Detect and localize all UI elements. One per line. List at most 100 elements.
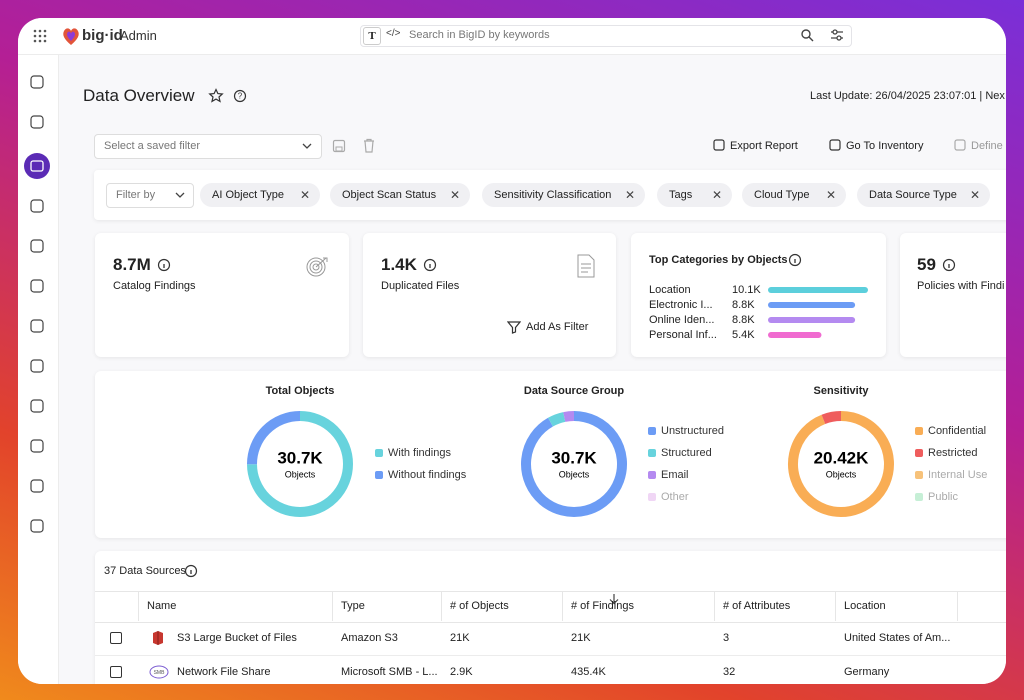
legend-swatch	[915, 471, 923, 479]
card	[95, 233, 349, 357]
toolbar-action[interactable]: Define	[971, 140, 1003, 152]
legend-label[interactable]: Public	[928, 491, 958, 503]
table-cell: Microsoft SMB - L...	[341, 666, 438, 678]
target-icon	[306, 257, 328, 277]
chip-remove[interactable]: ✕	[624, 188, 635, 202]
card	[363, 233, 616, 357]
column-header[interactable]: # of Attributes	[723, 600, 791, 612]
action-icon	[713, 139, 725, 151]
donut-chart: 20.42K Objects	[788, 411, 894, 517]
chip-remove[interactable]: ✕	[969, 188, 980, 202]
chip-remove[interactable]: ✕	[449, 188, 460, 202]
filter-chip[interactable]: Data Source Type ✕	[857, 183, 990, 207]
legend-swatch	[915, 449, 923, 457]
chip-label: Object Scan Status	[342, 189, 437, 201]
table-cell: 2.9K	[450, 666, 473, 678]
bar-chart	[768, 287, 868, 338]
donut-segment	[246, 411, 301, 465]
search-icon[interactable]	[800, 28, 814, 42]
column-header[interactable]: Name	[147, 600, 177, 612]
apps-icon[interactable]	[32, 28, 48, 44]
filter-chip[interactable]: Sensitivity Classification ✕	[482, 183, 645, 207]
row-checkbox[interactable]	[110, 632, 122, 644]
bar	[768, 302, 856, 308]
kpi-value: 1.4K	[381, 255, 417, 274]
chip-remove[interactable]: ✕	[825, 188, 836, 202]
chevron	[175, 192, 185, 198]
filter-icon[interactable]	[507, 320, 521, 334]
filter-chip[interactable]: AI Object Type ✕	[200, 183, 320, 207]
kpi-label: Duplicated Files	[381, 280, 460, 292]
nav-icon	[30, 239, 44, 253]
column-divider	[835, 591, 836, 621]
toolbar-action[interactable]: Go To Inventory	[846, 140, 924, 152]
text-search-icon[interactable]: T	[363, 27, 381, 45]
legend-swatch	[648, 427, 656, 435]
page-title: Data Overview	[83, 86, 195, 105]
legend-label[interactable]: Confidential	[928, 425, 987, 437]
filter-chip[interactable]: Tags ✕	[657, 183, 732, 207]
column-header[interactable]: Type	[341, 600, 365, 612]
info-icon	[184, 564, 198, 578]
chart-title: Sensitivity	[813, 385, 869, 397]
card-action[interactable]: Add As Filter	[526, 321, 589, 333]
info-circle	[942, 258, 956, 272]
donut-segment	[821, 411, 842, 425]
save-icon[interactable]	[332, 139, 346, 153]
chip-label: Tags	[669, 189, 693, 201]
action-glyph	[713, 139, 725, 151]
saved-filter-select[interactable]	[94, 134, 322, 159]
action-glyph	[829, 139, 841, 151]
search-placeholder: Search in BigID by keywords	[409, 29, 550, 41]
legend-swatch	[915, 493, 923, 501]
delete-icon[interactable]	[362, 138, 376, 153]
favorite-icon[interactable]	[208, 88, 224, 104]
legend-label[interactable]: Structured	[661, 447, 712, 459]
chip-label: Data Source Type	[869, 189, 957, 201]
legend-label[interactable]: Without findings	[388, 469, 467, 481]
legend-label[interactable]: Internal Use	[928, 469, 988, 481]
nav-icon	[30, 359, 44, 373]
chip-remove[interactable]: ✕	[711, 188, 722, 202]
kpi-label: Catalog Findings	[113, 280, 196, 292]
search-box[interactable]	[360, 25, 852, 47]
file-icon	[577, 254, 595, 278]
legend-swatch	[648, 471, 656, 479]
legend-label[interactable]: Restricted	[928, 447, 978, 459]
table-cell[interactable]: S3 Large Bucket of Files	[177, 632, 297, 644]
column-header[interactable]: # of Findings	[571, 600, 634, 612]
filter-chip[interactable]: Cloud Type ✕	[742, 183, 846, 207]
legend-label[interactable]: Unstructured	[661, 425, 724, 437]
bar	[768, 332, 822, 338]
legend-label[interactable]: With findings	[388, 447, 451, 459]
toolbar-action[interactable]: Export Report	[730, 140, 798, 152]
table-cell: 21K	[450, 632, 470, 644]
center-label: Objects	[559, 469, 590, 479]
nav-active	[24, 153, 50, 179]
bar	[768, 317, 856, 323]
table-panel	[95, 551, 1006, 684]
filter-chip[interactable]: Object Scan Status ✕	[330, 183, 470, 207]
chip-remove[interactable]: ✕	[299, 188, 310, 202]
legend-label[interactable]: Email	[661, 469, 689, 481]
card	[900, 233, 1006, 357]
chip-label: Sensitivity Classification	[494, 189, 612, 201]
info-circle	[184, 564, 198, 578]
code-search-icon[interactable]: </>	[386, 28, 401, 39]
column-header[interactable]: # of Objects	[450, 600, 509, 612]
table-cell[interactable]: Network File Share	[177, 666, 271, 678]
last-update: Last Update: 26/04/2025 23:07:01 | Nex	[810, 90, 1005, 102]
value-label: 8.8K	[732, 314, 755, 326]
action-icon	[829, 139, 841, 151]
table-cell: Germany	[844, 666, 890, 678]
column-divider	[441, 591, 442, 621]
legend-label[interactable]: Other	[661, 491, 689, 503]
legend-swatch	[915, 427, 923, 435]
app-window: big·id Admin T </> Search in BigID by ke…	[18, 18, 1006, 684]
row-checkbox[interactable]	[110, 666, 122, 678]
filter-settings-icon[interactable]	[830, 28, 844, 42]
donut-segment	[247, 411, 353, 517]
sort-icon[interactable]	[608, 593, 620, 605]
column-header[interactable]: Location	[844, 600, 886, 612]
help-icon[interactable]: ?	[233, 89, 247, 103]
